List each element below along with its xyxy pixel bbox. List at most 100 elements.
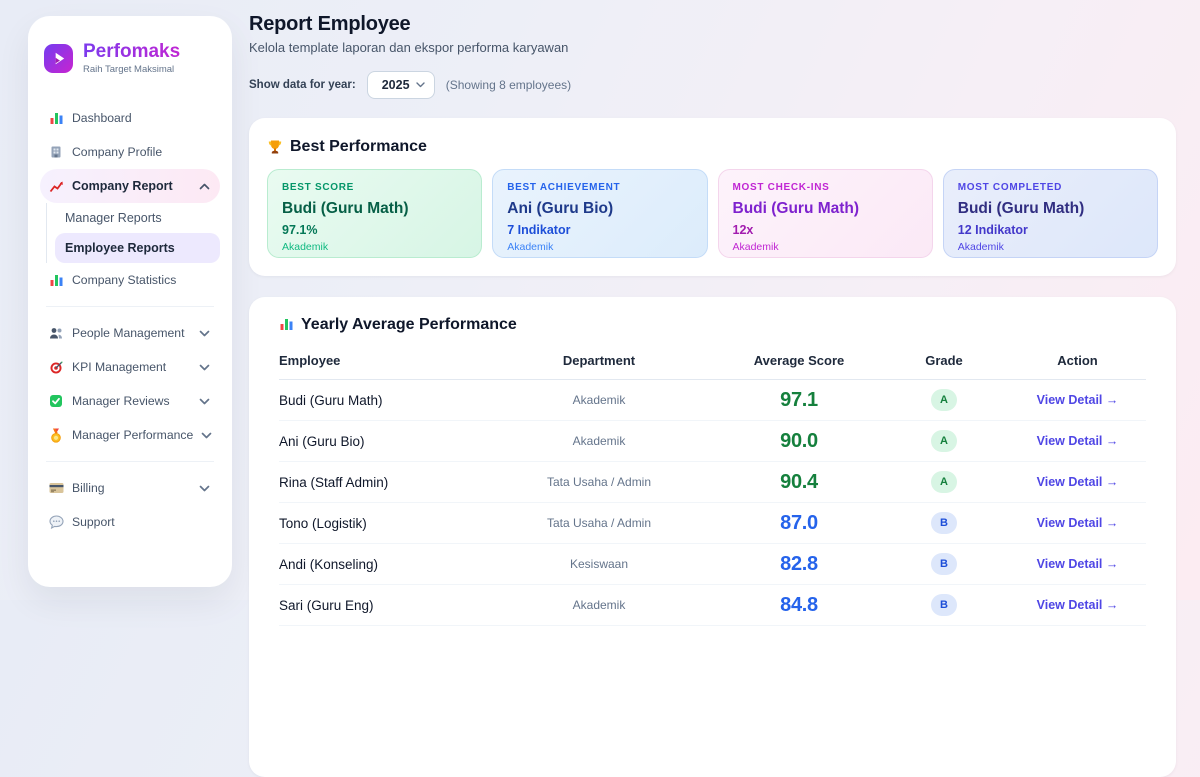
- mini-card-label: MOST CHECK-INS: [732, 182, 830, 193]
- average-score: 90.4: [780, 470, 818, 493]
- sidebar-item-label: Billing: [72, 481, 105, 495]
- table-row: Sari (Guru Eng) Akademik 84.8 B View Det…: [279, 585, 1146, 626]
- employee-department: Kesiswaan: [569, 557, 629, 571]
- mini-card-value: 97.1%: [282, 223, 318, 237]
- grade-badge: A: [931, 471, 957, 493]
- col-header-grade: Grade: [925, 353, 963, 368]
- view-detail-link[interactable]: View Detail →: [1036, 434, 1119, 448]
- brand: Perfomaks Raih Target Maksimal: [28, 16, 232, 75]
- sidebar-subitem-employee-reports[interactable]: Employee Reports: [55, 233, 220, 263]
- employee-name: Rina (Staff Admin): [279, 474, 389, 490]
- mini-card-name: Budi (Guru Math): [957, 200, 1085, 217]
- best-performance-title: Best Performance: [267, 137, 1158, 156]
- sidebar-item-label: Company Profile: [72, 145, 163, 159]
- most-checkins-card: MOST CHECK-INS Budi (Guru Math) 12x Akad…: [717, 169, 933, 258]
- sidebar-item-label: Support: [72, 515, 115, 529]
- bar-chart-icon: [280, 319, 293, 330]
- mini-card-value: 12 Indikator: [957, 223, 1028, 237]
- sidebar-item-label: Manager Performance: [72, 428, 194, 442]
- chevron-up-icon: [199, 183, 210, 190]
- employee-department: Tata Usaha / Admin: [546, 516, 652, 530]
- divider: [46, 461, 214, 462]
- mini-card-dept: Akademik: [282, 241, 329, 253]
- best-score-card: BEST SCORE Budi (Guru Math) 97.1% Akadem…: [267, 169, 483, 258]
- employee-department: Akademik: [572, 434, 626, 448]
- employee-name: Ani (Guru Bio): [279, 433, 365, 449]
- table-row: Tono (Logistik) Tata Usaha / Admin 87.0 …: [279, 503, 1146, 544]
- sidebar-item-people-management[interactable]: People Management: [40, 316, 220, 350]
- sidebar-item-manager-reviews[interactable]: Manager Reviews: [40, 384, 220, 418]
- chevron-down-icon: [199, 485, 210, 492]
- grade-badge: B: [931, 594, 957, 616]
- grade-badge: A: [931, 430, 957, 452]
- medal-icon: [48, 428, 64, 443]
- view-detail-link[interactable]: View Detail →: [1036, 393, 1119, 407]
- sidebar-item-label: Company Report: [72, 179, 173, 193]
- sidebar-item-billing[interactable]: Billing: [40, 471, 220, 505]
- sidebar-item-company-report[interactable]: Company Report: [40, 169, 220, 203]
- chevron-down-icon: [201, 432, 212, 439]
- target-icon: [48, 360, 64, 375]
- subitem-label: Manager Reports: [65, 211, 162, 225]
- sidebar-item-kpi-management[interactable]: KPI Management: [40, 350, 220, 384]
- sidebar-item-label: Dashboard: [72, 111, 132, 125]
- table-row: Andi (Konseling) Kesiswaan 82.8 B View D…: [279, 544, 1146, 585]
- year-select-value: 2025: [381, 78, 410, 92]
- table-row: Ani (Guru Bio) Akademik 90.0 A View Deta…: [279, 421, 1146, 462]
- sidebar-item-label: Manager Reviews: [72, 394, 170, 408]
- col-header-department: Department: [562, 353, 636, 368]
- best-performance-grid: BEST SCORE Budi (Guru Math) 97.1% Akadem…: [267, 169, 1158, 258]
- average-score: 97.1: [780, 388, 818, 411]
- year-select[interactable]: 2025: [366, 71, 435, 99]
- mini-card-dept: Akademik: [732, 241, 779, 253]
- trophy-icon: [268, 140, 282, 153]
- average-score: 90.0: [780, 429, 818, 452]
- people-icon: [48, 326, 64, 341]
- most-completed-card: MOST COMPLETED Budi (Guru Math) 12 Indik…: [942, 169, 1158, 258]
- mini-card-dept: Akademik: [957, 241, 1004, 253]
- view-detail-link[interactable]: View Detail →: [1036, 475, 1119, 489]
- mini-card-name: Budi (Guru Math): [732, 200, 860, 217]
- grade-badge: B: [931, 553, 957, 575]
- bar-chart-icon: [48, 111, 64, 126]
- sidebar-item-company-profile[interactable]: Company Profile: [40, 135, 220, 169]
- mini-card-name: Ani (Guru Bio): [507, 200, 614, 217]
- col-header-average-score: Average Score: [753, 353, 845, 368]
- col-header-employee: Employee: [279, 353, 341, 368]
- year-filter-row: Show data for year: 2025 (Showing 8 empl…: [249, 71, 1176, 99]
- sidebar-item-label: People Management: [72, 326, 185, 340]
- sidebar-item-manager-performance[interactable]: Manager Performance: [40, 418, 220, 452]
- chevron-down-icon: [199, 398, 210, 405]
- mini-card-label: BEST ACHIEVEMENT: [507, 182, 621, 193]
- employee-department: Tata Usaha / Admin: [546, 475, 652, 489]
- employee-name: Andi (Konseling): [279, 556, 379, 572]
- view-detail-link[interactable]: View Detail →: [1036, 557, 1119, 571]
- employee-name: Tono (Logistik): [279, 515, 367, 531]
- page-subtitle: Kelola template laporan dan ekspor perfo…: [249, 40, 569, 55]
- building-icon: [48, 145, 64, 159]
- sidebar-item-company-statistics[interactable]: Company Statistics: [40, 263, 220, 297]
- table-header-row: Employee Department Average Score Grade …: [279, 334, 1146, 380]
- grade-badge: B: [931, 512, 957, 534]
- chevron-down-icon: [199, 330, 210, 337]
- view-detail-link[interactable]: View Detail →: [1036, 598, 1119, 612]
- year-filter-label: Show data for year:: [249, 79, 356, 91]
- sidebar-item-dashboard[interactable]: Dashboard: [40, 101, 220, 135]
- sidebar-item-label: Company Statistics: [72, 273, 177, 287]
- sidebar-nav: Dashboard Company Profile Company Report…: [40, 101, 220, 539]
- best-achievement-card: BEST ACHIEVEMENT Ani (Guru Bio) 7 Indika…: [492, 169, 708, 258]
- view-detail-link[interactable]: View Detail →: [1036, 516, 1119, 530]
- mini-card-label: BEST SCORE: [282, 182, 355, 193]
- sidebar-subitem-manager-reports[interactable]: Manager Reports: [55, 203, 220, 233]
- subitem-label: Employee Reports: [65, 241, 175, 255]
- best-performance-card: Best Performance BEST SCORE Budi (Guru M…: [249, 118, 1176, 276]
- check-icon: [48, 394, 64, 408]
- credit-card-icon: [48, 482, 64, 494]
- bar-chart-icon: [48, 273, 64, 288]
- mini-card-dept: Akademik: [507, 241, 554, 253]
- chat-icon: [48, 515, 64, 529]
- chart-up-icon: [48, 179, 64, 194]
- employee-department: Akademik: [572, 598, 626, 612]
- sidebar-item-support[interactable]: Support: [40, 505, 220, 539]
- average-score: 82.8: [780, 552, 818, 575]
